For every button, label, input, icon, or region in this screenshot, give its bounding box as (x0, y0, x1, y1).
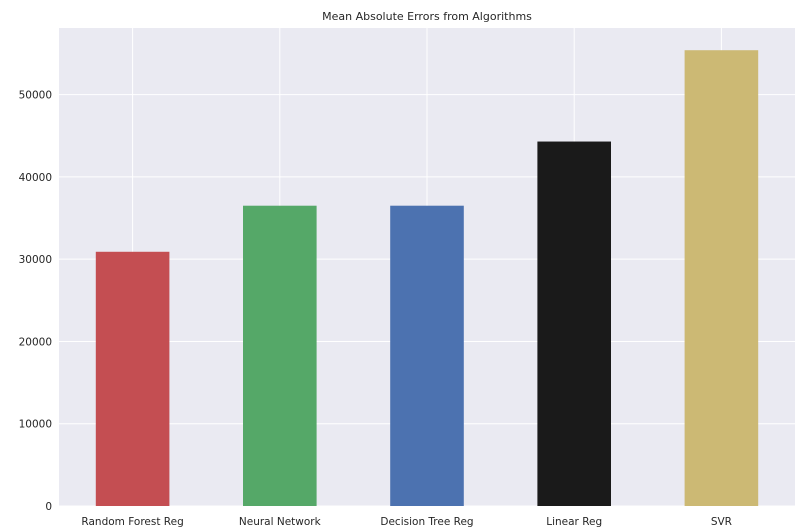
bars (95, 50, 759, 506)
y-tick-label: 0 (45, 501, 52, 513)
x-tick-label: Linear Reg (546, 516, 602, 528)
y-tick-label: 50000 (19, 90, 52, 102)
x-tick-label: Neural Network (239, 516, 322, 528)
bar-random-forest-reg (95, 251, 170, 506)
y-tick-label: 40000 (19, 172, 52, 184)
x-axis: Random Forest Reg Neural Network Decision … (81, 516, 732, 528)
x-tick-label: Decision Tree Reg (380, 516, 473, 528)
bar-svr (684, 50, 759, 506)
bar-linear-reg (537, 141, 611, 506)
x-tick-label: Random Forest Reg (81, 516, 183, 528)
y-tick-label: 30000 (19, 254, 52, 266)
bar-neural-network (243, 205, 317, 506)
y-tick-label: 20000 (19, 336, 52, 348)
x-tick-label: SVR (711, 516, 732, 528)
y-axis: 0 10000 20000 30000 40000 50000 (19, 90, 52, 513)
chart-title: Mean Absolute Errors from Algorithms (322, 10, 532, 23)
bar-decision-tree-reg (390, 205, 464, 506)
y-tick-label: 10000 (19, 419, 52, 431)
